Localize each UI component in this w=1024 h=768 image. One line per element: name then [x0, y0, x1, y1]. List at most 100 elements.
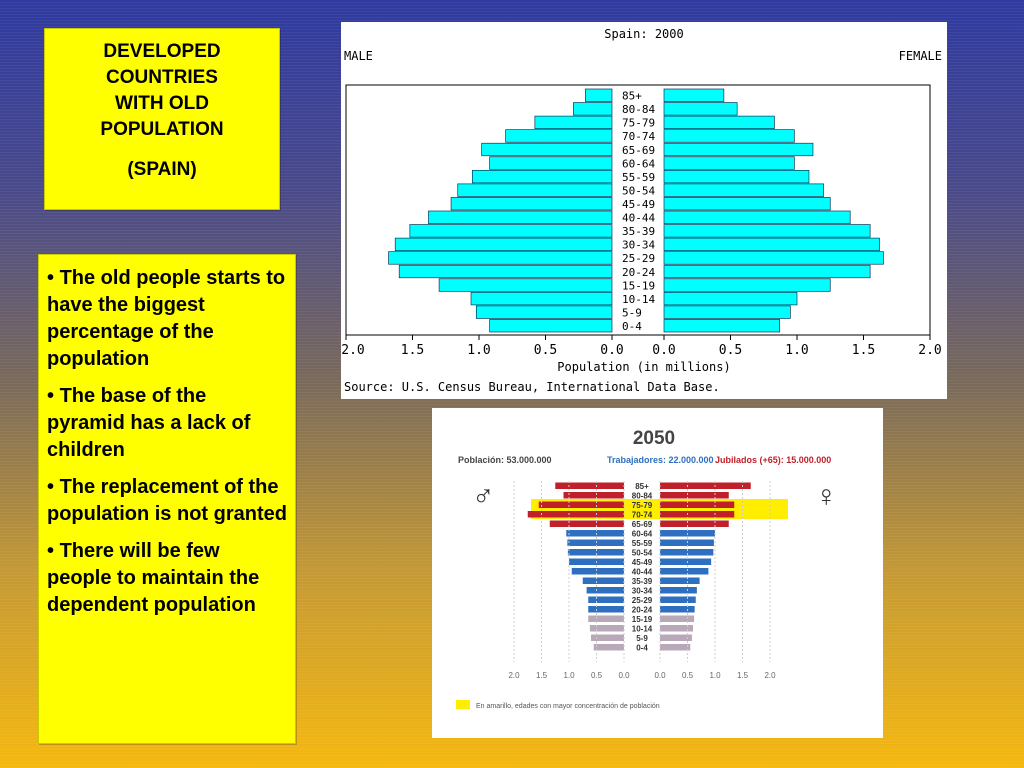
- age-label: 25-29: [622, 252, 655, 265]
- age-label: 60-64: [632, 530, 653, 539]
- bullet-item: The old people starts to have the bigges…: [47, 265, 287, 373]
- male-bar: [567, 539, 624, 546]
- female-bar: [663, 183, 824, 197]
- female-bar: [660, 568, 709, 575]
- male-bar: [591, 634, 624, 641]
- age-label: 10-14: [622, 293, 655, 306]
- title-box: DEVELOPED COUNTRIES WITH OLD POPULATION …: [44, 28, 280, 210]
- age-label: 15-19: [632, 615, 653, 624]
- age-label: 80-84: [632, 492, 653, 501]
- male-bar: [555, 482, 624, 489]
- male-label: MALE: [344, 49, 373, 63]
- female-bar: [660, 511, 735, 518]
- male-bar: [428, 210, 613, 224]
- female-bar: [663, 210, 851, 224]
- male-bar: [438, 278, 613, 292]
- age-label: 0-4: [622, 320, 642, 333]
- male-bar: [457, 183, 613, 197]
- title-line: WITH OLD: [115, 93, 209, 114]
- female-bar: [660, 501, 735, 508]
- tick-label: 0.0: [600, 343, 623, 358]
- female-bar: [663, 142, 814, 157]
- legend-swatch: [456, 700, 470, 709]
- male-bar: [527, 511, 624, 518]
- slide-title: DEVELOPED COUNTRIES WITH OLD POPULATION: [45, 29, 279, 143]
- male-bar: [585, 88, 613, 102]
- female-bar: [663, 237, 880, 252]
- title-line: POPULATION: [100, 119, 224, 140]
- age-label: 20-24: [632, 606, 653, 615]
- female-bar: [663, 197, 831, 211]
- female-bar: [660, 539, 714, 546]
- age-label: 35-39: [632, 577, 653, 586]
- age-label: 70-74: [632, 511, 653, 520]
- age-label: 65-69: [632, 520, 653, 529]
- female-bar: [663, 224, 871, 238]
- bullet-list: The old people starts to have the bigges…: [39, 255, 295, 619]
- male-bar: [588, 596, 624, 603]
- tick-label: 0.5: [534, 343, 557, 358]
- bullet-item: The base of the pyramid has a lack of ch…: [47, 383, 287, 464]
- female-bar: [660, 558, 712, 565]
- age-label: 80-84: [622, 103, 655, 116]
- x-axis-label: Population (in millions): [557, 360, 730, 374]
- male-bar: [472, 169, 613, 184]
- age-label: 45-49: [622, 198, 655, 211]
- age-label: 5-9: [636, 634, 648, 643]
- age-label: 20-24: [622, 266, 655, 279]
- age-label: 55-59: [632, 539, 653, 548]
- age-label: 70-74: [622, 130, 655, 143]
- female-symbol: ♀: [815, 480, 838, 513]
- female-bar: [660, 482, 751, 489]
- age-label: 40-44: [622, 212, 655, 225]
- tick-label: 0.0: [652, 343, 675, 358]
- male-bar: [489, 156, 613, 170]
- legend-text: En amarillo, edades con mayor concentrac…: [476, 703, 660, 710]
- female-bar: [663, 305, 791, 319]
- female-bar: [663, 115, 775, 130]
- female-bar: [660, 549, 714, 556]
- tick-label: 2.0: [764, 671, 776, 680]
- header-stat: Población: 53.000.000: [458, 455, 552, 465]
- male-bar: [563, 492, 624, 499]
- title-line: DEVELOPED: [103, 41, 221, 62]
- female-bar: [663, 169, 810, 184]
- tick-label: 1.0: [467, 343, 490, 358]
- tick-label: 1.5: [536, 671, 548, 680]
- slide-subtitle: (SPAIN): [127, 159, 197, 180]
- plot-frame: [345, 84, 931, 336]
- female-bar: [663, 129, 795, 143]
- female-bar: [663, 264, 871, 279]
- tick-label: 2.0: [918, 343, 941, 358]
- tick-label: 0.5: [719, 343, 742, 358]
- male-bar: [571, 568, 624, 575]
- male-bar: [567, 549, 624, 556]
- bullets-box: The old people starts to have the bigges…: [38, 254, 296, 744]
- tick-label: 2.0: [341, 343, 364, 358]
- age-label: 10-14: [632, 625, 653, 634]
- chart-title: Spain: 2000: [604, 27, 683, 41]
- bullet-item: The replacement of the population is not…: [47, 474, 287, 528]
- tick-label: 2.0: [508, 671, 520, 680]
- female-bar: [660, 644, 691, 651]
- age-label: 75-79: [632, 501, 653, 510]
- female-bar: [663, 278, 831, 292]
- male-bar: [582, 577, 624, 584]
- male-bar: [505, 129, 613, 143]
- age-label: 25-29: [632, 596, 653, 605]
- female-bar: [663, 291, 798, 306]
- age-label: 15-19: [622, 279, 655, 292]
- tick-label: 1.5: [737, 671, 749, 680]
- male-bar: [593, 644, 624, 651]
- age-label: 35-39: [622, 225, 655, 238]
- title-line: COUNTRIES: [106, 67, 218, 88]
- female-bar: [660, 596, 696, 603]
- male-bar: [398, 264, 613, 279]
- female-bar: [660, 587, 697, 594]
- male-bar: [394, 237, 613, 252]
- pyramid-2050-svg: 2050 Población: 53.000.000 Trabajadores: 2…: [456, 428, 838, 710]
- male-bar: [475, 305, 613, 319]
- tick-label: 1.0: [563, 671, 575, 680]
- highlight-band: [531, 499, 788, 510]
